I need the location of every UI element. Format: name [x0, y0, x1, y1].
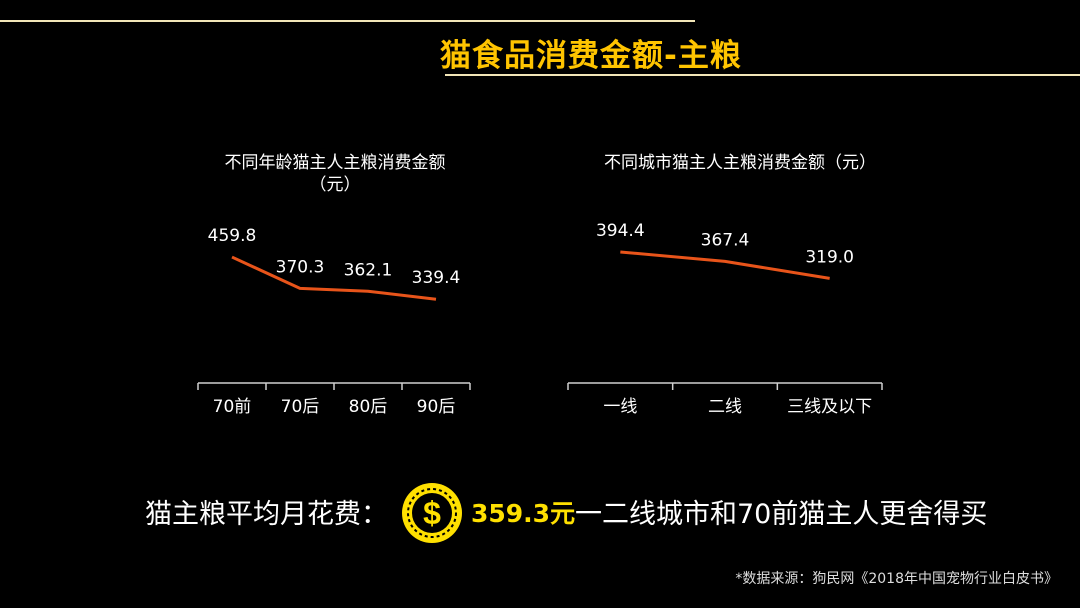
category-tick-label: 80后: [349, 397, 388, 417]
series-line: [620, 250, 830, 280]
category-tick-label: 70前: [213, 397, 252, 417]
category-tick-label: 90后: [417, 397, 456, 417]
summary-amount: 359.3元: [471, 499, 576, 528]
age-chart-title: 不同年龄猫主人主粮消费金额 （元）: [200, 152, 470, 196]
category-tick-label: 70后: [281, 397, 320, 417]
summary-label: 猫主粮平均月花费：: [145, 499, 388, 530]
summary-note: 一二线城市和70前猫主人更舍得买: [575, 499, 988, 530]
dollar-coin-icon: $: [402, 483, 462, 543]
data-label: 459.8: [208, 226, 257, 246]
age-chart-title-line2: （元）: [309, 175, 361, 195]
category-tick-label: 三线及以下: [787, 397, 872, 417]
data-source-note: *数据来源：狗民网《2018年中国宠物行业白皮书》: [735, 571, 1058, 587]
data-label: 367.4: [701, 230, 750, 250]
data-label: 319.0: [805, 247, 854, 267]
page-title: 猫食品消费金额-主粮: [440, 38, 742, 74]
data-label: 394.4: [596, 221, 645, 241]
age-chart-title-line1: 不同年龄猫主人主粮消费金额: [224, 153, 446, 173]
data-label: 362.1: [344, 260, 393, 280]
city-chart-title: 不同城市猫主人主粮消费金额（元）: [585, 152, 895, 174]
title-underline: [445, 74, 1080, 76]
category-tick-label: 二线: [708, 397, 742, 417]
series-line: [231, 255, 437, 301]
city-chart-title-line1: 不同城市猫主人主粮消费金额（元）: [604, 153, 876, 173]
coin-symbol: $: [423, 495, 441, 531]
top-divider-line: [0, 20, 695, 22]
data-label: 370.3: [276, 257, 325, 277]
category-tick-label: 一线: [603, 397, 637, 417]
data-label: 339.4: [412, 268, 461, 288]
